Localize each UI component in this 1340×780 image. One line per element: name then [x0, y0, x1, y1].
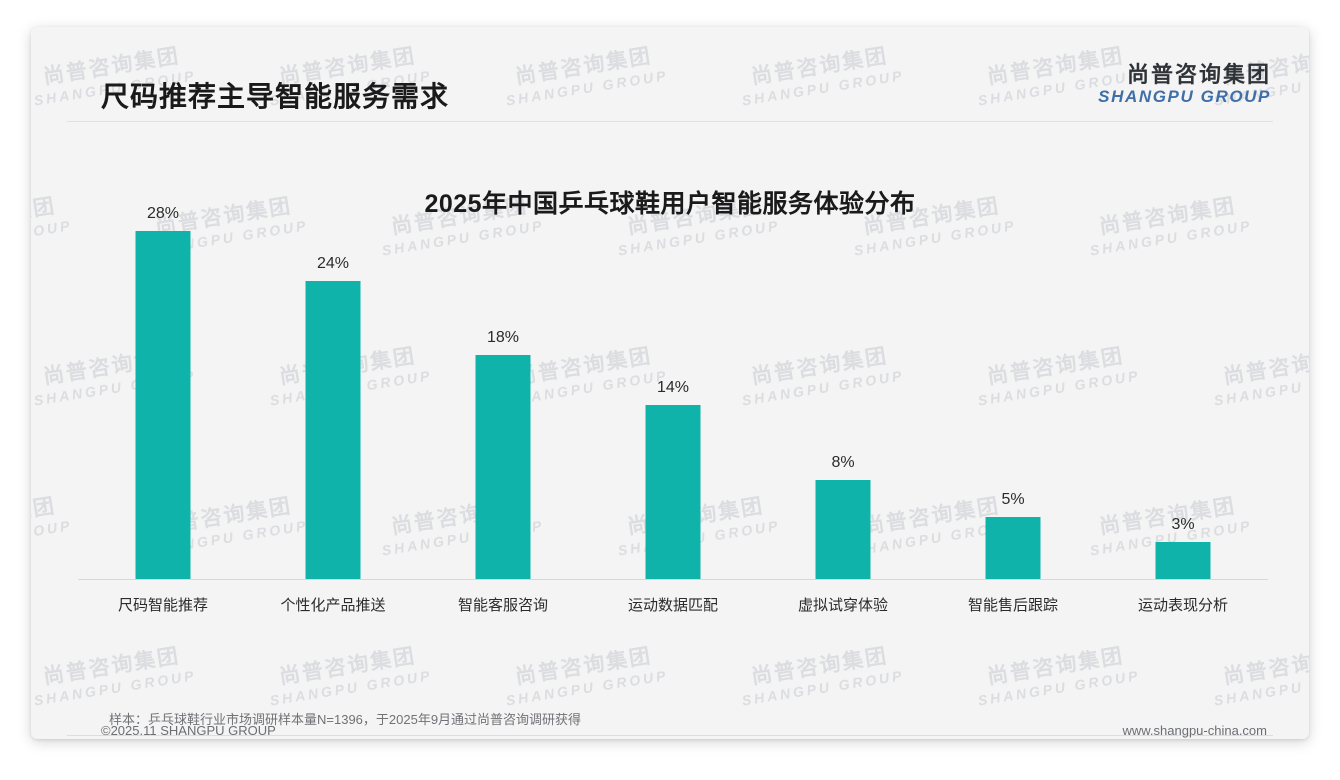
chart-footnote: 样本：乒乓球鞋行业市场调研样本量N=1396，于2025年9月通过尚普咨询调研获…	[109, 712, 582, 727]
chart-bar[interactable]	[305, 280, 361, 579]
category-axis-label: 个性化产品推送	[280, 597, 386, 614]
slide-footer: ©2025.11 SHANGPU GROUP www.shangpu-china…	[31, 712, 1309, 752]
slide-header: 尺码推荐主导智能服务需求 尚普咨询集团 SHANGPU GROUP	[31, 27, 1309, 122]
bar-value-label: 18%	[486, 329, 520, 347]
bar-slot: 5%	[928, 206, 1098, 579]
chart-baseline	[78, 579, 1268, 580]
bar-chart-plot: 28% 24% 18% 14% 8% 5% 3%	[78, 204, 1268, 580]
brand-logo-en: SHANGPU GROUP	[1098, 87, 1271, 107]
category-axis-label: 运动数据匹配	[627, 597, 719, 614]
bar-slot: 3%	[1098, 206, 1268, 579]
chart-bar[interactable]	[1155, 541, 1211, 579]
category-slot: 虚拟试穿体验	[758, 580, 928, 620]
category-slot: 运动表现分析	[1098, 580, 1268, 620]
slide-canvas: 尚普咨询集团 SHANGPU GROUP 尚普咨询集团 SHANGPU GROUP 尚普…	[31, 27, 1309, 739]
chart-container: 2025年中国乒乓球鞋用户智能服务体验分布 28% 24% 18% 14% 8% 5% 3%…	[31, 122, 1309, 667]
header-divider	[67, 121, 1273, 122]
chart-bar[interactable]	[985, 516, 1041, 579]
bar-value-label: 14%	[656, 378, 690, 396]
bar-slot: 8%	[758, 206, 928, 579]
brand-logo: 尚普咨询集团 SHANGPU GROUP	[1098, 62, 1271, 108]
footer-copyright: ©2025.11 SHANGPU GROUP	[101, 723, 276, 738]
chart-bar[interactable]	[815, 479, 871, 579]
category-slot: 尺码智能推荐	[78, 580, 248, 620]
category-slot: 智能客服咨询	[418, 580, 588, 620]
bar-slot: 14%	[588, 206, 758, 579]
chart-bar[interactable]	[475, 355, 531, 579]
category-axis-label: 智能售后跟踪	[967, 597, 1059, 614]
category-slot: 运动数据匹配	[588, 580, 758, 620]
brand-logo-cn: 尚普咨询集团	[1126, 62, 1271, 87]
bar-slot: 18%	[418, 206, 588, 579]
footnote-divider	[67, 735, 1273, 736]
bar-slot: 28%	[78, 204, 248, 579]
bar-value-label: 8%	[831, 453, 855, 471]
bar-value-label: 24%	[316, 254, 350, 272]
category-axis: 尺码智能推荐 个性化产品推送 智能客服咨询 运动数据匹配 虚拟试穿体验 智能售后跟踪 运动表…	[78, 580, 1268, 620]
category-slot: 智能售后跟踪	[928, 580, 1098, 620]
chart-title: 2025年中国乒乓球鞋用户智能服务体验分布	[424, 190, 916, 218]
bar-value-label: 5%	[1001, 490, 1025, 508]
bar-value-label: 28%	[146, 204, 180, 222]
chart-bar[interactable]	[135, 230, 191, 579]
chart-bar[interactable]	[645, 404, 701, 579]
category-axis-label: 运动表现分析	[1137, 597, 1229, 614]
category-axis-label: 虚拟试穿体验	[797, 597, 889, 614]
page-title: 尺码推荐主导智能服务需求	[101, 81, 450, 112]
category-axis-label: 智能客服咨询	[457, 597, 549, 614]
category-slot: 个性化产品推送	[248, 580, 418, 620]
footer-website[interactable]: www.shangpu-china.com	[1122, 723, 1267, 738]
category-axis-label: 尺码智能推荐	[117, 597, 209, 614]
bar-slot: 24%	[248, 206, 418, 579]
bar-value-label: 3%	[1171, 515, 1195, 533]
